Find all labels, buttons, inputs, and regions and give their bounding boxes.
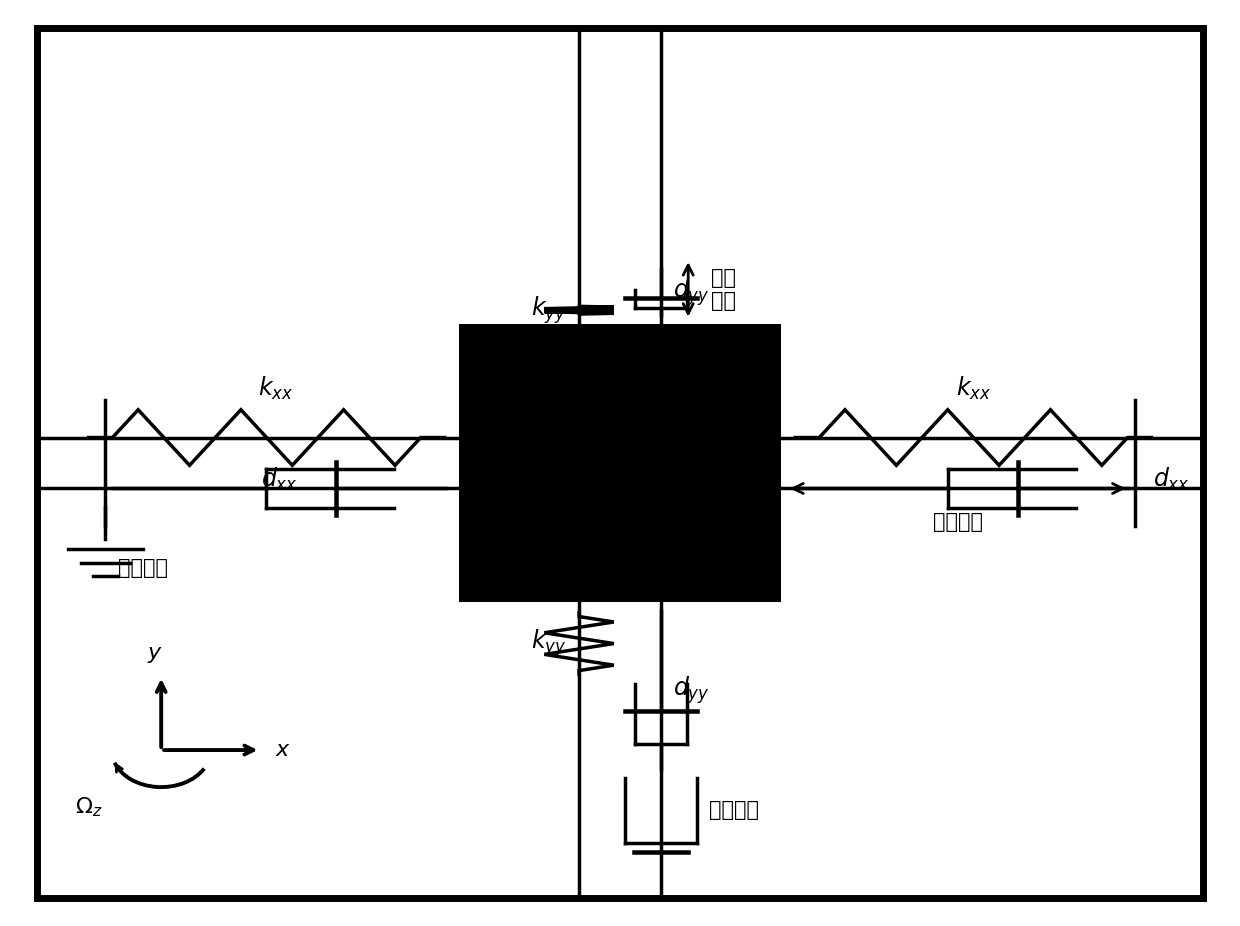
Text: $k_{yy}$: $k_{yy}$ bbox=[531, 628, 567, 659]
Text: 控制
输入: 控制 输入 bbox=[711, 268, 735, 311]
Text: $y$: $y$ bbox=[148, 644, 162, 665]
Bar bbox=[459, 324, 781, 602]
Text: $d_{yy}$: $d_{yy}$ bbox=[673, 276, 711, 307]
Text: $k_{xx}$: $k_{xx}$ bbox=[258, 375, 294, 402]
Text: $d_{yy}$: $d_{yy}$ bbox=[673, 674, 711, 706]
Text: 控制输入: 控制输入 bbox=[932, 511, 983, 532]
Text: $d_{xx}$: $d_{xx}$ bbox=[1153, 466, 1190, 493]
Text: 电容测量: 电容测量 bbox=[118, 557, 167, 578]
Text: $k_{yy}$: $k_{yy}$ bbox=[531, 294, 567, 326]
Text: $\Omega_{z}$: $\Omega_{z}$ bbox=[76, 795, 103, 820]
Text: $x$: $x$ bbox=[275, 740, 291, 760]
Text: $k_{xx}$: $k_{xx}$ bbox=[956, 375, 991, 402]
Text: $d_{xx}$: $d_{xx}$ bbox=[260, 466, 298, 493]
Text: 电容测量: 电容测量 bbox=[709, 800, 759, 820]
